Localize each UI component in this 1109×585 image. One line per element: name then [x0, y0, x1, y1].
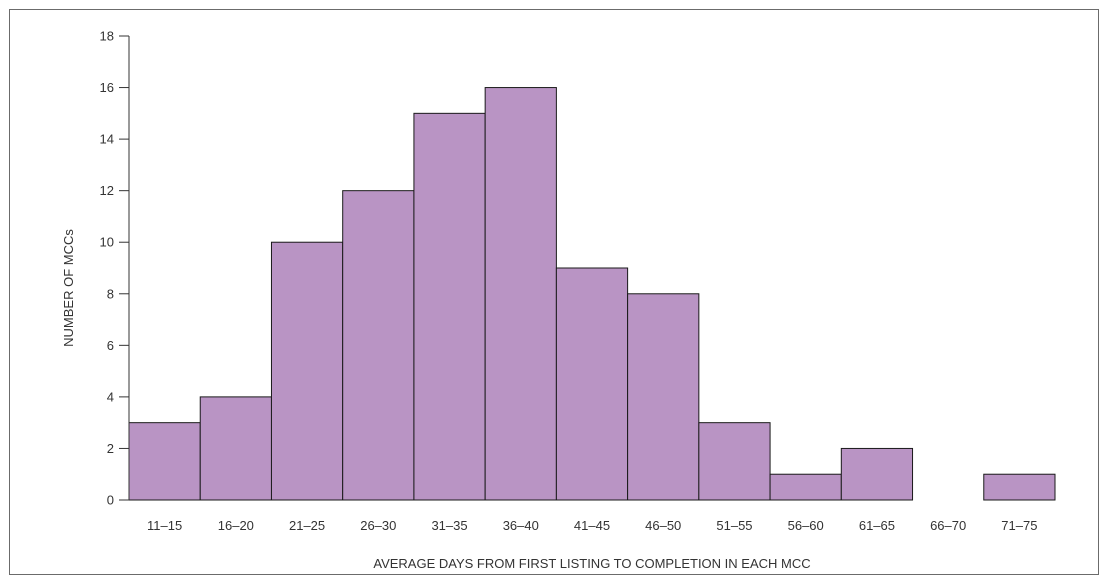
x-tick-label: 21–25 — [289, 518, 325, 533]
x-tick-label: 66–70 — [930, 518, 966, 533]
x-tick-label: 56–60 — [788, 518, 824, 533]
bar-21–25 — [270, 241, 344, 501]
bar-41–45 — [555, 267, 629, 501]
y-ticks-group: 0 2 4 6 8 10 12 14 16 18 — [100, 29, 129, 508]
bar-16–20 — [199, 396, 272, 501]
x-tick-label: 11–15 — [147, 518, 182, 533]
y-tick-label: 10 — [100, 235, 114, 250]
bar-61–65 — [840, 447, 914, 501]
bar-46–50 — [627, 293, 700, 501]
y-tick-label: 0 — [107, 493, 114, 508]
y-tick-label: 4 — [107, 389, 114, 404]
x-tick-label: 16–20 — [218, 518, 254, 533]
x-tick-label: 46–50 — [645, 518, 681, 533]
y-axis-title: NUMBER OF MCCs — [61, 229, 76, 347]
bar-11–15 — [128, 422, 201, 501]
bar-26–30 — [342, 190, 415, 501]
x-tick-label: 51–55 — [716, 518, 752, 533]
y-tick-label: 8 — [107, 286, 114, 301]
bar-36–40 — [484, 87, 557, 501]
bars-group — [128, 87, 1056, 501]
x-tick-label: 36–40 — [503, 518, 539, 533]
y-tick-label: 16 — [100, 80, 114, 95]
x-tick-label: 61–65 — [859, 518, 895, 533]
x-tick-label: 41–45 — [574, 518, 610, 533]
x-tick-label: 31–35 — [431, 518, 467, 533]
x-ticks-group: 11–15 16–20 21–25 26–30 31–35 36–40 41–45 46–50… — [147, 518, 1037, 533]
y-tick-label: 12 — [100, 183, 114, 198]
bar-56–60 — [769, 473, 842, 501]
y-tick-label: 14 — [100, 132, 114, 147]
bar-51–55 — [698, 422, 771, 501]
x-axis-title: AVERAGE DAYS FROM FIRST LISTING TO COMPL… — [373, 556, 810, 571]
x-tick-label: 26–30 — [360, 518, 396, 533]
x-tick-label: 71–75 — [1001, 518, 1037, 533]
bar-71–75 — [983, 473, 1056, 501]
y-tick-label: 6 — [107, 338, 114, 353]
bar-31–35 — [413, 112, 486, 501]
y-tick-label: 2 — [107, 441, 114, 456]
y-tick-label: 18 — [100, 29, 114, 44]
